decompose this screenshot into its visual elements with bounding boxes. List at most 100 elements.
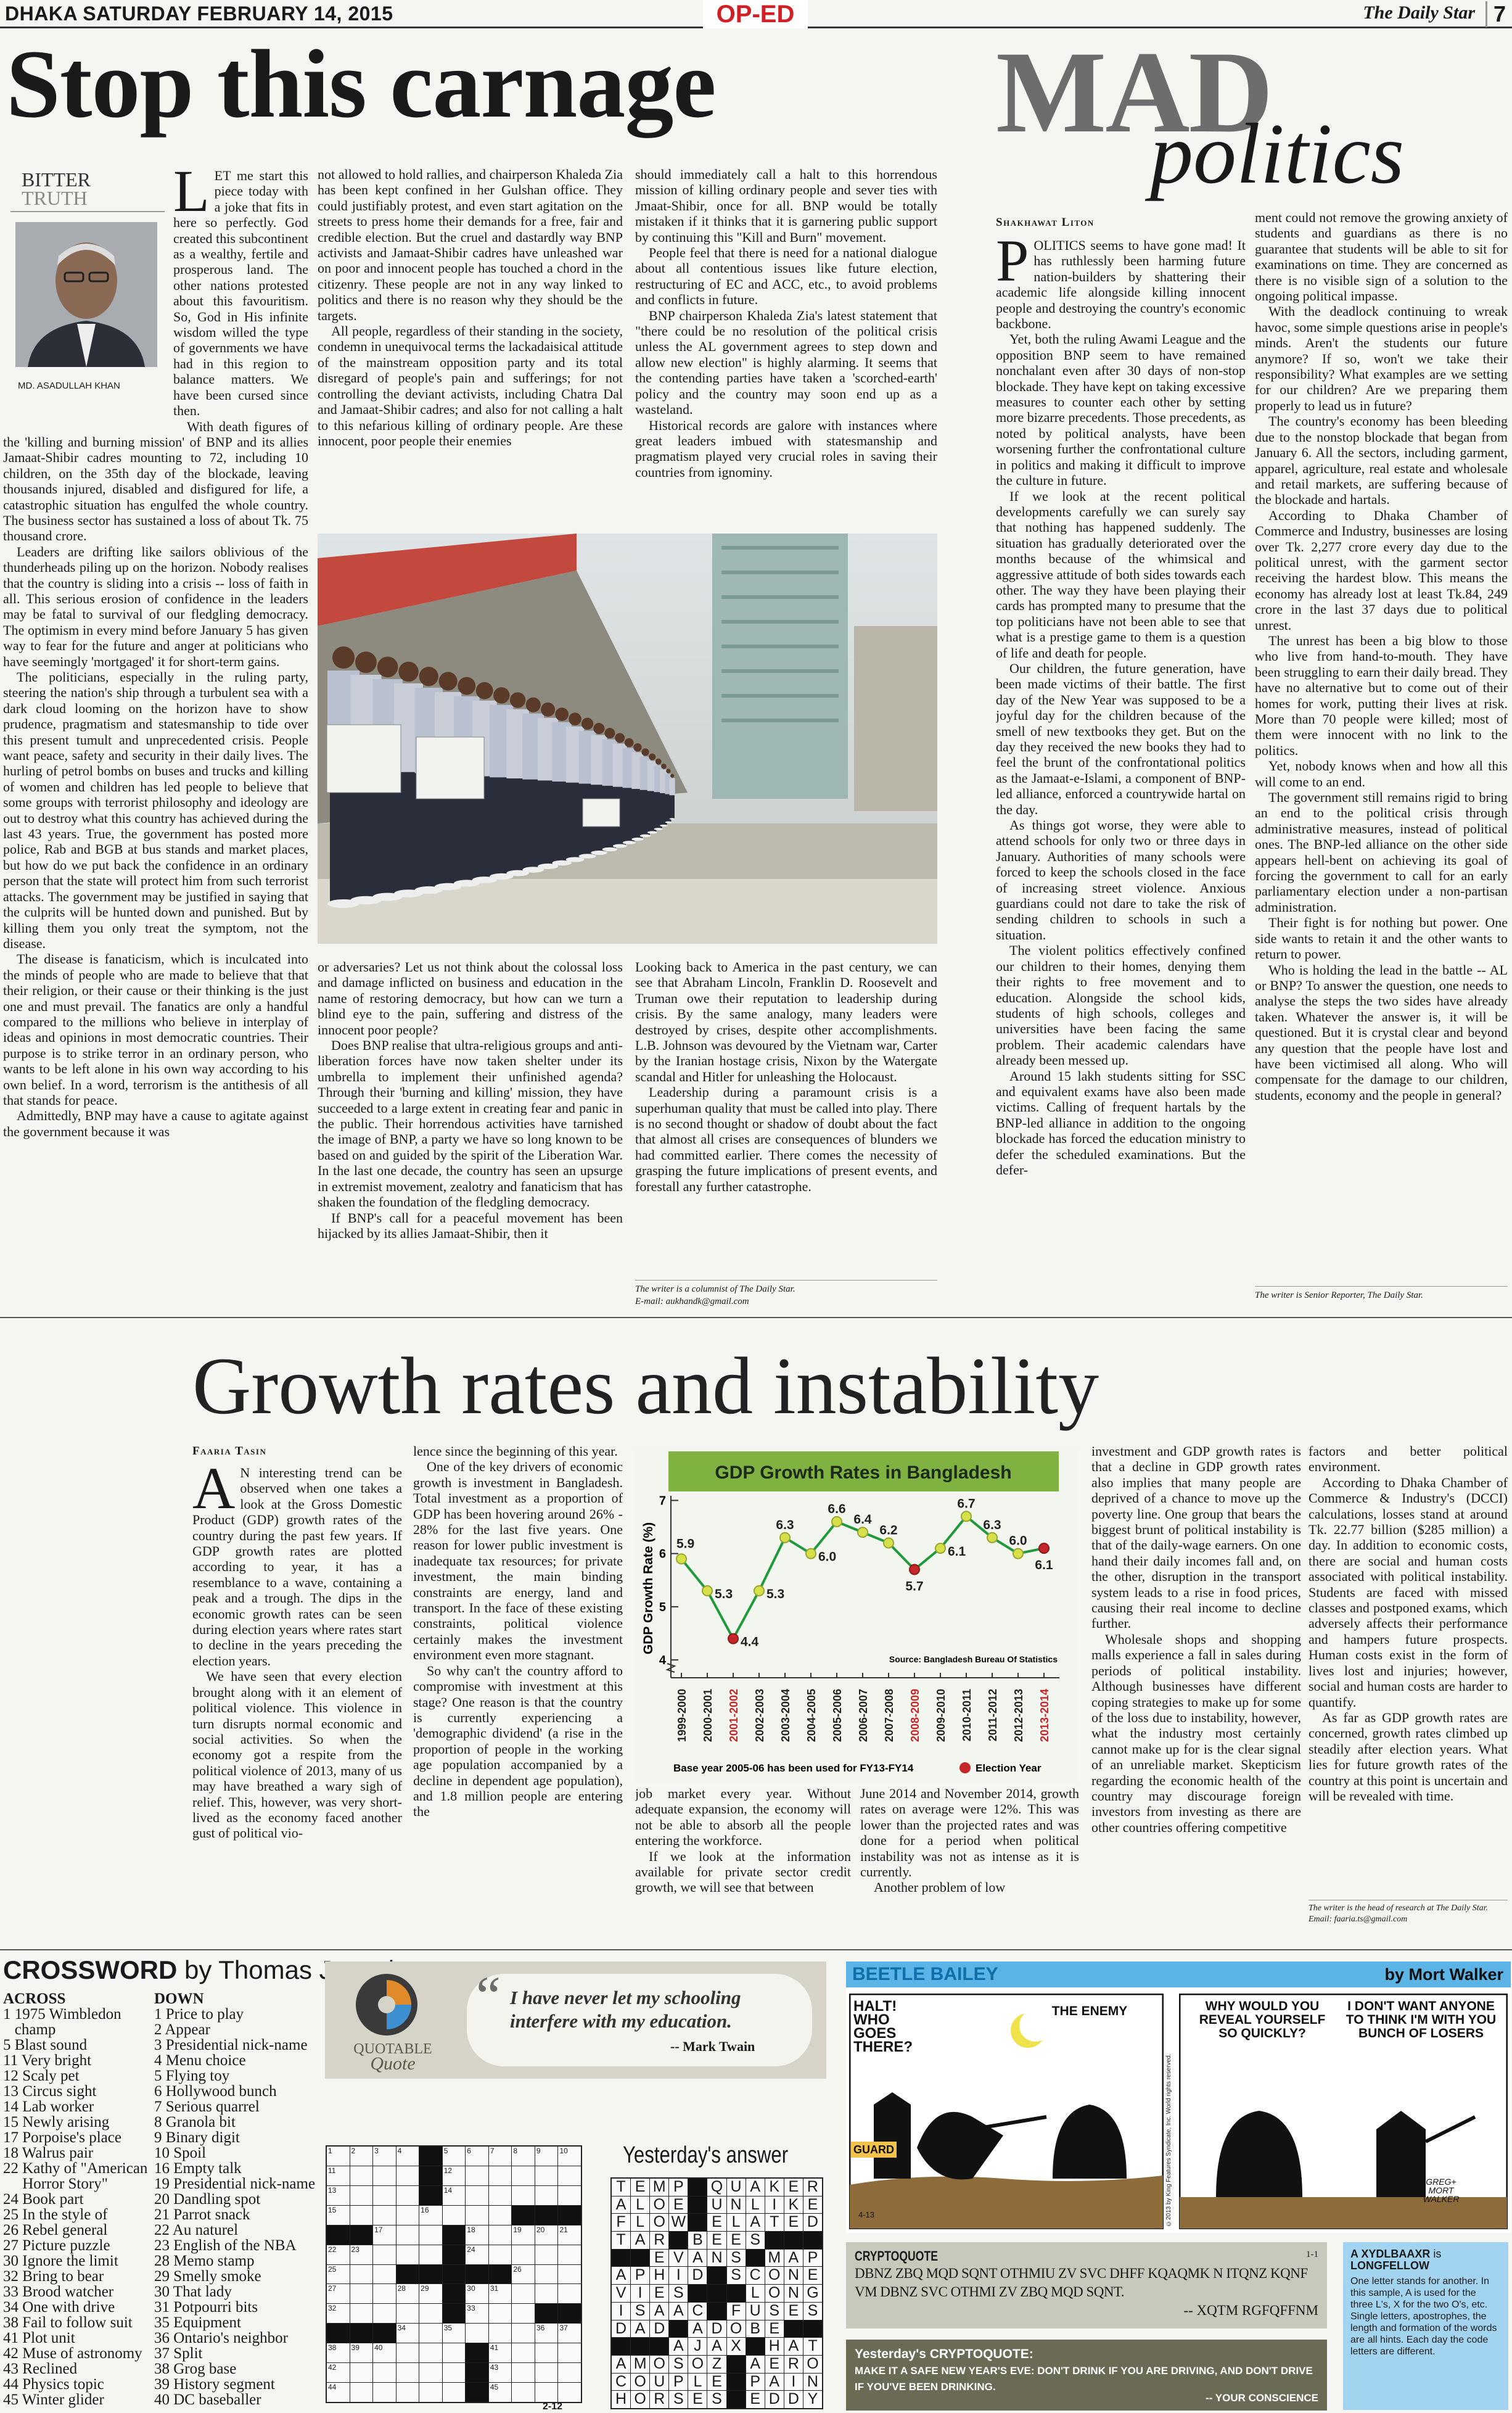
crossword-cell[interactable] — [512, 2363, 535, 2383]
crossword-cell[interactable]: 25 — [327, 2264, 350, 2284]
crossword-cell[interactable] — [350, 2205, 373, 2225]
crossword-cell[interactable] — [350, 2284, 373, 2304]
crossword-cell[interactable]: 12 — [442, 2166, 466, 2185]
crossword-cell[interactable] — [442, 2383, 466, 2402]
crossword-cell[interactable] — [396, 2383, 419, 2402]
crossword-cell[interactable] — [535, 2185, 558, 2205]
crossword-cell[interactable] — [466, 2185, 488, 2205]
crossword-cell[interactable] — [535, 2166, 558, 2185]
crossword-cell[interactable]: 28 — [396, 2284, 419, 2304]
author-email[interactable]: E-mail: aukhandk@gmail.com — [635, 1297, 749, 1306]
crossword-cell[interactable] — [535, 2245, 558, 2264]
crossword-cell[interactable] — [558, 2284, 581, 2304]
crossword-cell[interactable] — [350, 2185, 373, 2205]
crossword-cell[interactable] — [535, 2363, 558, 2383]
crossword-cell[interactable] — [535, 2284, 558, 2304]
crossword-cell[interactable] — [488, 2324, 512, 2343]
crossword-cell[interactable] — [419, 2383, 442, 2402]
crossword-cell[interactable] — [373, 2304, 396, 2324]
crossword-cell[interactable]: 19 — [512, 2225, 535, 2245]
crossword-cell[interactable] — [488, 2304, 512, 2324]
crossword-cell[interactable] — [466, 2205, 488, 2225]
crossword-cell[interactable] — [466, 2324, 488, 2343]
crossword-cell[interactable] — [350, 2166, 373, 2185]
crossword-cell[interactable]: 7 — [488, 2147, 512, 2166]
crossword-cell[interactable] — [558, 2166, 581, 2185]
crossword-cell[interactable] — [419, 2304, 442, 2324]
crossword-cell[interactable]: 8 — [512, 2147, 535, 2166]
crossword-cell[interactable] — [373, 2264, 396, 2284]
crossword-cell[interactable] — [488, 2245, 512, 2264]
crossword-cell[interactable]: 34 — [396, 2324, 419, 2343]
crossword-cell[interactable] — [512, 2185, 535, 2205]
crossword-cell[interactable] — [488, 2205, 512, 2225]
crossword-cell[interactable] — [558, 2264, 581, 2284]
crossword-cell[interactable] — [535, 2264, 558, 2284]
crossword-cell[interactable] — [373, 2185, 396, 2205]
crossword-cell[interactable] — [396, 2245, 419, 2264]
crossword-cell[interactable] — [558, 2383, 581, 2402]
crossword-cell[interactable]: 31 — [488, 2284, 512, 2304]
crossword-cell[interactable]: 45 — [488, 2383, 512, 2402]
crossword-cell[interactable] — [535, 2343, 558, 2363]
author-email[interactable]: Email: faaria.ts@gmail.com — [1309, 1915, 1408, 1924]
crossword-cell[interactable] — [373, 2284, 396, 2304]
crossword-cell[interactable]: 6 — [466, 2147, 488, 2166]
crossword-cell[interactable] — [396, 2185, 419, 2205]
crossword-cell[interactable] — [419, 2343, 442, 2363]
crossword-cell[interactable] — [466, 2166, 488, 2185]
crossword-cell[interactable]: 35 — [442, 2324, 466, 2343]
crossword-cell[interactable] — [558, 2343, 581, 2363]
crossword-cell[interactable] — [512, 2304, 535, 2324]
crossword-cell[interactable] — [350, 2383, 373, 2402]
crossword-cell[interactable] — [350, 2304, 373, 2324]
crossword-cell[interactable] — [419, 2324, 442, 2343]
crossword-cell[interactable] — [396, 2205, 419, 2225]
crossword-cell[interactable]: 20 — [535, 2225, 558, 2245]
crossword-cell[interactable]: 21 — [558, 2225, 581, 2245]
crossword-cell[interactable]: 29 — [419, 2284, 442, 2304]
crossword-cell[interactable]: 5 — [442, 2147, 466, 2166]
crossword-cell[interactable]: 16 — [419, 2205, 442, 2225]
crossword-cell[interactable]: 14 — [442, 2185, 466, 2205]
crossword-cell[interactable]: 27 — [327, 2284, 350, 2304]
crossword-cell[interactable] — [373, 2383, 396, 2402]
crossword-cell[interactable] — [419, 2363, 442, 2383]
crossword-cell[interactable]: 40 — [373, 2343, 396, 2363]
crossword-cell[interactable]: 10 — [558, 2147, 581, 2166]
crossword-cell[interactable]: 30 — [466, 2284, 488, 2304]
crossword-cell[interactable] — [442, 2343, 466, 2363]
crossword-cell[interactable]: 2 — [350, 2147, 373, 2166]
crossword-cell[interactable] — [350, 2264, 373, 2284]
crossword-cell[interactable] — [442, 2205, 466, 2225]
crossword-cell[interactable] — [488, 2166, 512, 2185]
crossword-cell[interactable] — [373, 2363, 396, 2383]
crossword-cell[interactable]: 41 — [488, 2343, 512, 2363]
crossword-cell[interactable]: 24 — [466, 2245, 488, 2264]
crossword-cell[interactable] — [396, 2343, 419, 2363]
crossword-cell[interactable]: 1 — [327, 2147, 350, 2166]
crossword-cell[interactable] — [535, 2383, 558, 2402]
crossword-cell[interactable] — [396, 2225, 419, 2245]
crossword-cell[interactable] — [396, 2166, 419, 2185]
crossword-cell[interactable] — [512, 2166, 535, 2185]
crossword-cell[interactable]: 18 — [466, 2225, 488, 2245]
crossword-cell[interactable] — [373, 2205, 396, 2225]
crossword-cell[interactable]: 42 — [327, 2363, 350, 2383]
crossword-cell[interactable] — [512, 2324, 535, 2343]
crossword-cell[interactable]: 38 — [327, 2343, 350, 2363]
crossword-cell[interactable]: 3 — [373, 2147, 396, 2166]
crossword-cell[interactable] — [419, 2225, 442, 2245]
crossword-cell[interactable] — [488, 2225, 512, 2245]
crossword-cell[interactable]: 13 — [327, 2185, 350, 2205]
crossword-cell[interactable] — [558, 2245, 581, 2264]
crossword-cell[interactable] — [396, 2363, 419, 2383]
crossword-cell[interactable]: 22 — [327, 2245, 350, 2264]
crossword-cell[interactable]: 11 — [327, 2166, 350, 2185]
crossword-cell[interactable] — [512, 2245, 535, 2264]
crossword-cell[interactable]: 9 — [535, 2147, 558, 2166]
crossword-cell[interactable]: 17 — [373, 2225, 396, 2245]
crossword-cell[interactable] — [512, 2383, 535, 2402]
crossword-cell[interactable] — [396, 2304, 419, 2324]
crossword-cell[interactable] — [442, 2363, 466, 2383]
